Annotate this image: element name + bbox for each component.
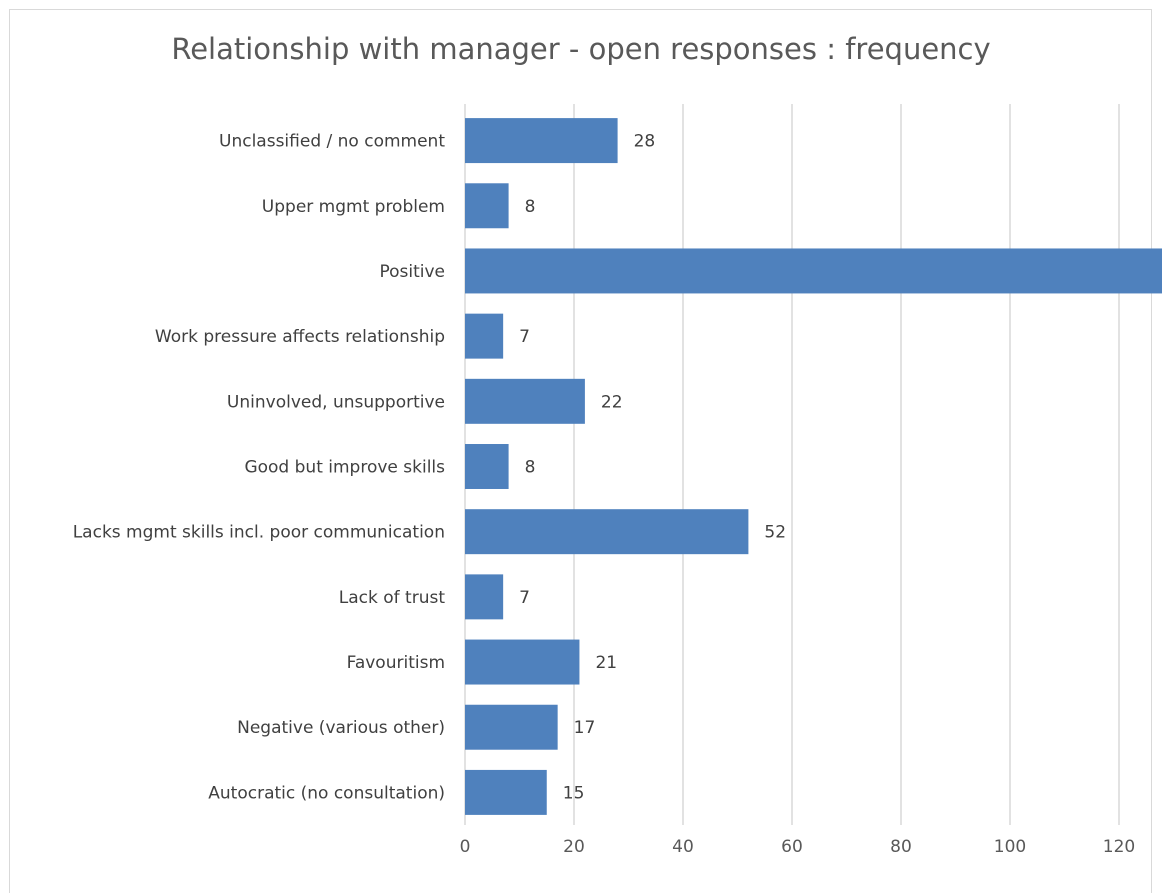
bar [465, 639, 580, 685]
category-label: Lack of trust [339, 588, 446, 608]
x-tick-label: 20 [563, 837, 585, 857]
category-label: Lacks mgmt skills incl. poor communicati… [73, 523, 445, 543]
x-tick-label: 60 [781, 837, 803, 857]
category-label: Autocratic (no consultation) [208, 783, 445, 803]
data-label: 52 [764, 523, 786, 543]
bar [465, 378, 585, 424]
data-label: 28 [634, 132, 656, 152]
x-tick-label: 120 [1103, 837, 1135, 857]
category-label: Uninvolved, unsupportive [227, 392, 445, 412]
bar [465, 313, 504, 359]
bars [465, 118, 1162, 815]
x-tick-labels: 020406080100120140160 [460, 837, 1136, 857]
bar [465, 444, 509, 489]
category-label: Positive [379, 262, 445, 282]
category-labels: Unclassified / no comment Upper mgmt prob… [73, 132, 446, 804]
bar [465, 509, 749, 555]
bar [465, 704, 558, 750]
category-label: Negative (various other) [237, 718, 445, 738]
data-label: 22 [601, 392, 623, 412]
data-label: 8 [525, 197, 536, 217]
chart-title: Relationship with manager - open respons… [171, 32, 991, 66]
category-label: Good but improve skills [244, 458, 445, 478]
x-tick-label: 100 [994, 837, 1026, 857]
gridlines [464, 104, 1120, 825]
category-label: Upper mgmt problem [262, 197, 445, 217]
bar [465, 183, 509, 229]
data-label: 7 [519, 588, 530, 608]
data-label: 7 [519, 327, 530, 347]
data-label: 8 [525, 458, 536, 478]
bar [465, 769, 547, 815]
category-label: Work pressure affects relationship [155, 327, 445, 347]
x-tick-label: 40 [672, 837, 694, 857]
bar [465, 118, 618, 164]
bar [465, 248, 1162, 294]
data-label: 15 [563, 783, 585, 803]
x-tick-label: 80 [890, 837, 912, 857]
category-label: Favouritism [347, 653, 445, 673]
bar [465, 574, 504, 620]
category-label: Unclassified / no comment [219, 132, 445, 152]
data-labels: 2881347228527211715 [519, 132, 786, 804]
data-label: 21 [595, 653, 617, 673]
x-tick-label: 0 [460, 837, 471, 857]
data-label: 17 [574, 718, 596, 738]
